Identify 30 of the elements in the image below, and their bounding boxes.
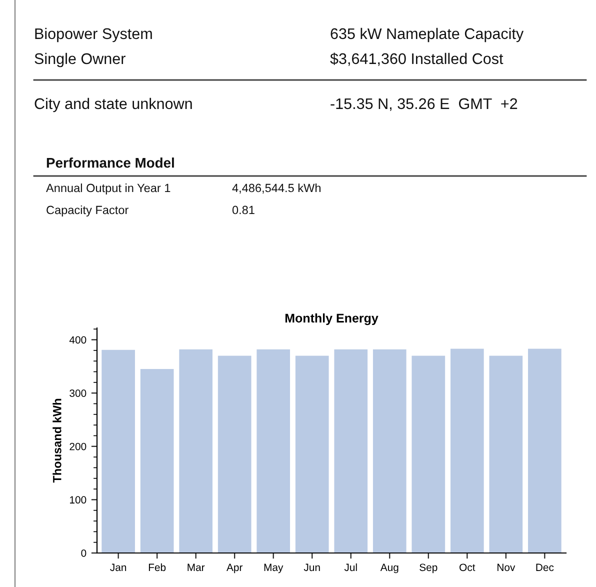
text: Biopower System: [35, 28, 152, 42]
x-tick-label: Jul: [344, 563, 357, 572]
y-tick-label: 0: [81, 550, 86, 557]
x-tick-label: Mar: [188, 564, 205, 572]
x-tick-label: May: [264, 564, 284, 574]
x-tick-label: Oct: [460, 564, 476, 572]
x-tick-label: Dec: [536, 564, 554, 572]
chart-title: Monthly Energy: [285, 313, 378, 326]
x-tick-label: Sep: [420, 564, 438, 574]
x-tick-label: Jun: [304, 564, 320, 572]
text: Single Owner: [34, 52, 126, 68]
y-axis-title: Thousand kWh: [52, 398, 62, 483]
x-tick-label: Feb: [148, 563, 166, 572]
text: City and state unknown: [34, 98, 192, 112]
y-tick-label: 300: [70, 390, 86, 397]
text: Capacity Factor: [46, 205, 128, 216]
x-tick-label: Nov: [498, 564, 516, 572]
text: $3,641,360 Installed Cost: [330, 52, 504, 66]
y-tick-label: 100: [70, 496, 86, 504]
y-tick-label: 400: [69, 336, 86, 344]
x-tick-label: Jan: [110, 564, 126, 572]
x-tick-label: Aug: [380, 564, 398, 574]
text: 0.81: [232, 206, 254, 214]
text: 635 kW Nameplate Capacity: [330, 28, 524, 42]
text: 4,486,544.5 kWh: [232, 183, 320, 194]
text: -15.35 N, 35.26 E GMT +2: [330, 98, 518, 111]
y-tick-label: 200: [70, 442, 86, 450]
text: Performance Model: [46, 158, 174, 168]
text: Annual Output in Year 1: [46, 183, 170, 194]
x-tick-label: Apr: [226, 564, 243, 574]
